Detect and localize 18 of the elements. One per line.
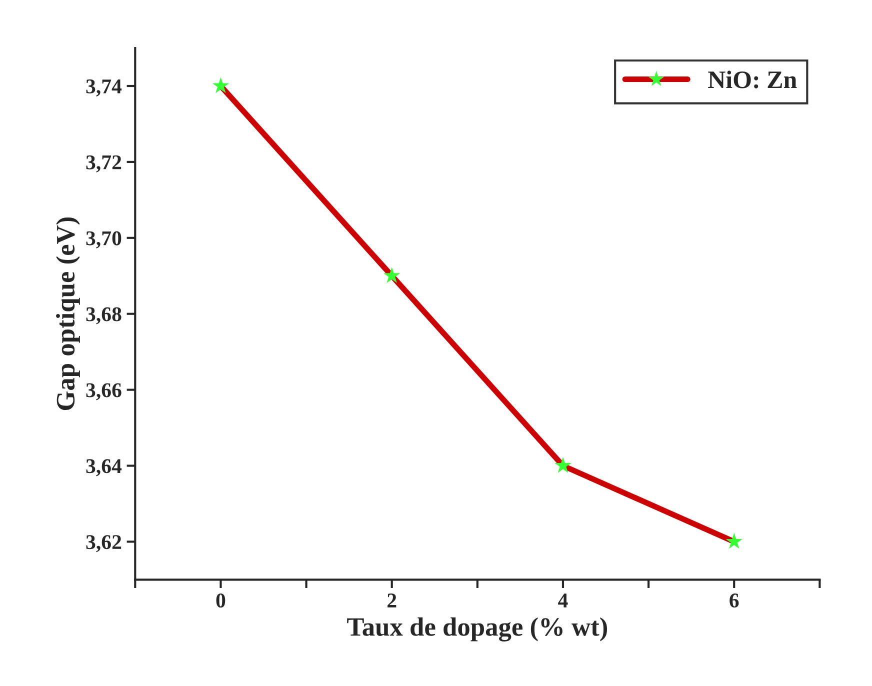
y-tick-label: 3,68	[86, 307, 122, 324]
y-axis-title: Gap optique (eV)	[56, 218, 80, 410]
x-tick-label: 2	[388, 594, 396, 608]
y-tick-label: 3,74	[86, 79, 122, 96]
y-tick-label: 3,66	[86, 383, 122, 400]
y-tick-label: 3,62	[86, 535, 122, 552]
point	[384, 267, 400, 283]
point	[554, 456, 572, 473]
y-tick-label: 3,64	[86, 459, 122, 476]
x-tick-label: 6	[730, 594, 739, 608]
x-tick-label: 4	[558, 594, 568, 608]
y-tick-label: 3,70	[86, 231, 122, 248]
x-axis-title: Taux de dopage (% wt)	[347, 617, 608, 642]
y-tick-label: 3,72	[86, 155, 122, 172]
x-tick-label: 0	[216, 593, 226, 608]
legend-label: NiO: Zn	[708, 70, 797, 88]
point	[726, 532, 742, 549]
point	[212, 77, 230, 94]
